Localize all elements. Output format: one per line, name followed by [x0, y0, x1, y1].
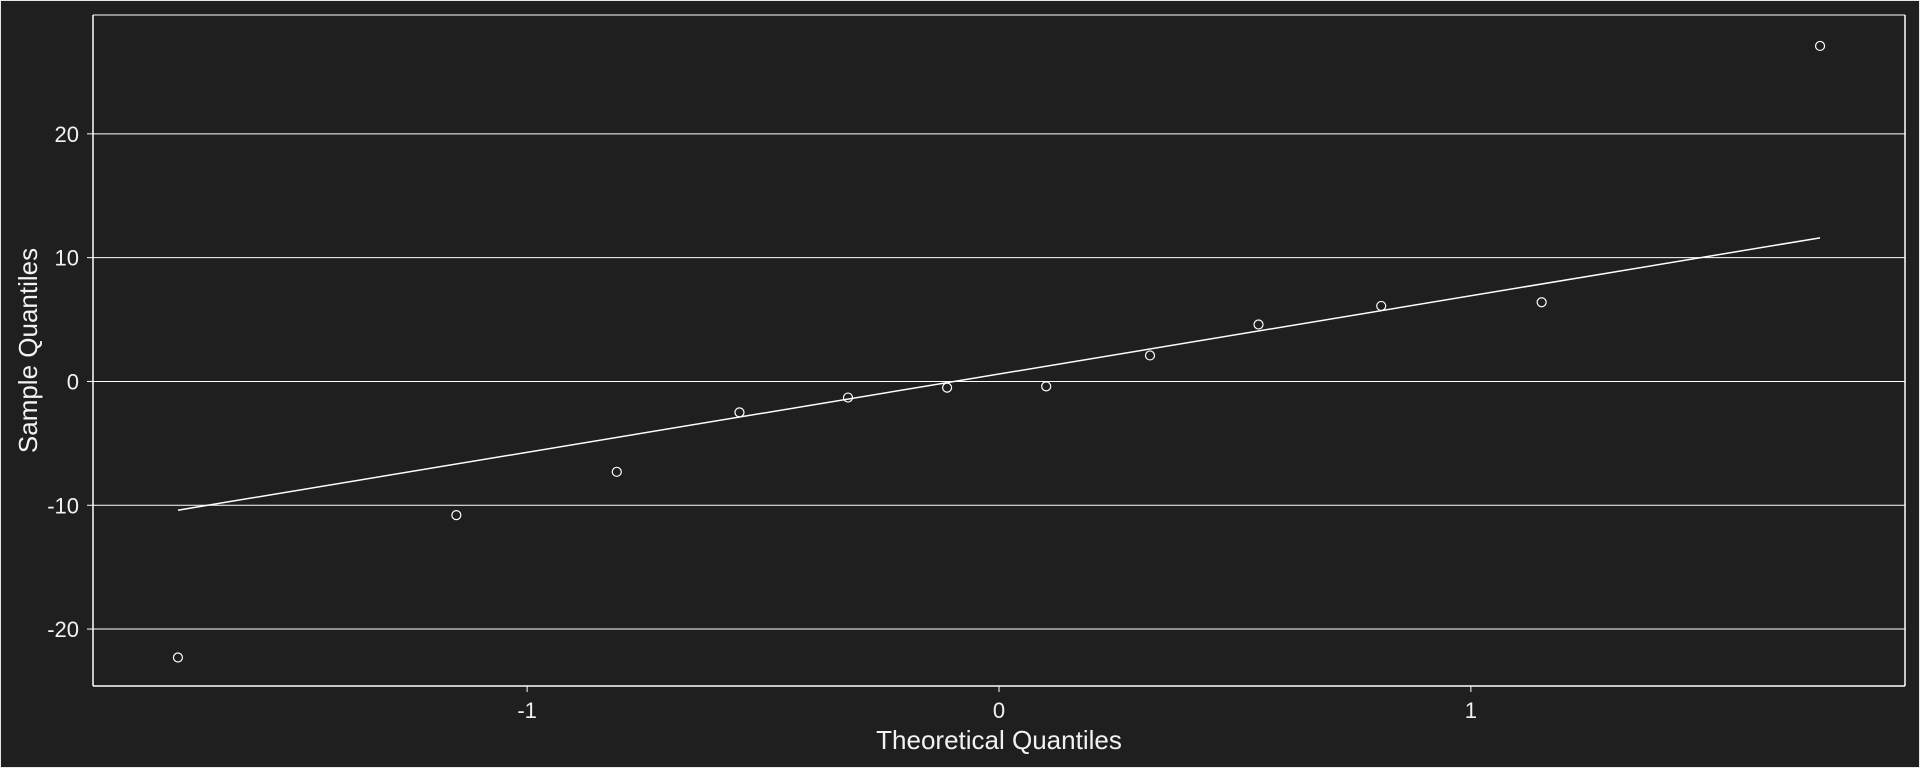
data-point — [1814, 40, 1826, 52]
data-point — [1253, 319, 1264, 330]
y-tick-label: 0 — [67, 369, 79, 394]
x-tick-label: 1 — [1465, 698, 1477, 723]
data-point — [941, 382, 953, 393]
data-point — [1041, 381, 1052, 392]
y-tick-label: -10 — [47, 493, 79, 518]
x-axis-title: Theoretical Quantiles — [876, 725, 1122, 755]
x-tick-label: -1 — [517, 698, 537, 723]
data-point — [451, 510, 462, 521]
data-point — [842, 392, 854, 403]
data-point — [1536, 297, 1547, 308]
data-point — [172, 652, 184, 663]
y-axis-title: Sample Quantiles — [13, 248, 43, 453]
y-tick-label: 20 — [55, 122, 79, 147]
y-tick-label: 10 — [55, 246, 79, 271]
x-tick-label: 0 — [993, 698, 1005, 723]
y-tick-label: -20 — [47, 617, 79, 642]
qq-reference-line — [177, 237, 1821, 511]
data-point — [734, 407, 745, 418]
data-point — [611, 466, 622, 477]
data-point — [1376, 300, 1387, 312]
data-point — [1144, 350, 1156, 361]
